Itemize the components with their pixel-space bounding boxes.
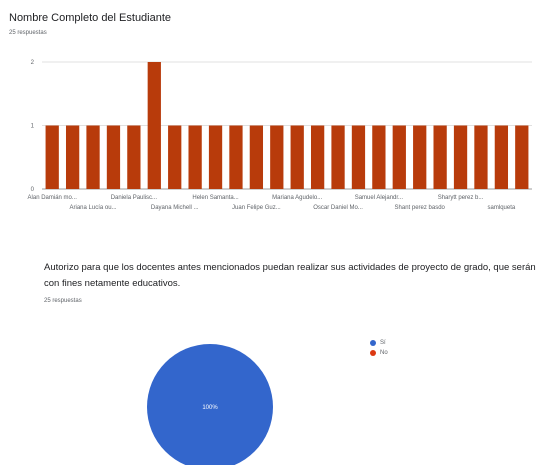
y-tick-label: 2 [31,60,35,66]
bar [45,125,59,189]
legend-item-no: No [370,348,388,358]
x-tick-label: Samuel Alejandr... [355,195,404,201]
bar [433,125,447,189]
y-tick-label: 1 [31,124,35,130]
x-tick-label: Shant perez basdo [395,205,446,211]
bar [290,125,304,189]
bar [392,125,406,189]
bar [249,125,264,189]
x-tick-label: Sharytt perez b... [438,195,484,201]
x-tick-label: Oscar Daniel Mo... [313,205,363,211]
x-tick-label: Mariana Agudelo... [272,195,322,201]
bar [310,125,325,189]
bar-chart: 0 1 2 Alan Damián mo... Daniela Paulisc... He… [28,60,532,211]
bar [65,125,80,189]
x-tick-label: Dayana Michell ... [151,205,199,211]
x-tick-label: samlqueta [488,205,516,211]
bar [270,125,284,189]
bar [413,125,427,189]
bar [453,125,468,189]
x-tick-label: Juan Felipe Guz... [232,205,281,211]
bar [494,125,509,189]
bar [229,125,243,189]
bar [331,125,345,189]
legend-label-no: No [380,350,388,356]
bar [188,125,202,189]
bar [127,125,141,189]
pie-percent-label: 100% [202,405,218,411]
legend-label-si: Sí [380,340,386,346]
x-tick-label: Daniela Paulisc... [111,195,158,201]
bar [168,125,182,189]
legend-dot-no [370,350,376,356]
bar [106,125,121,189]
question-1-response-count: 25 respuestas [9,30,47,36]
y-tick-label: 0 [31,187,35,193]
x-tick-label: Alan Damián mo... [28,195,78,201]
bar [515,125,529,189]
x-tick-label: Ariana Lucía ou... [70,205,117,211]
pie-slice-si [147,344,273,465]
question-2-response-count: 25 respuestas [44,298,82,304]
bar [147,62,161,189]
pie-chart: 100% [147,344,273,465]
legend-dot-si [370,340,376,346]
question-1-title: Nombre Completo del Estudiante [9,12,172,24]
pie-legend: Sí No [370,338,388,358]
bar [86,125,100,189]
legend-item-si: Sí [370,338,388,348]
bar [474,125,488,189]
x-tick-label: Helen Samanta... [192,195,239,201]
question-2-title: Autorizo para que los docentes antes men… [44,262,536,289]
bar [208,125,223,189]
bar [351,125,366,189]
bar [372,125,386,189]
